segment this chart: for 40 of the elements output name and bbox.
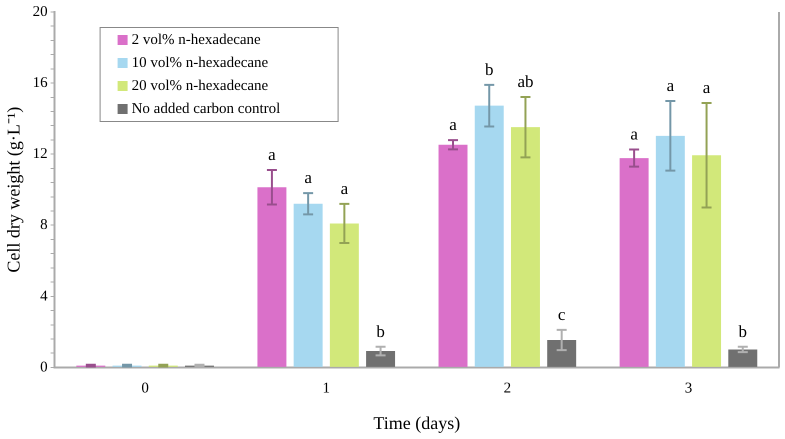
bar	[656, 136, 685, 367]
annotation: a	[449, 115, 458, 134]
annotation: a	[340, 178, 349, 198]
bar	[366, 351, 396, 367]
legend-label: 2 vol% n-hexadecane	[132, 32, 262, 48]
bar	[438, 144, 468, 367]
bar	[510, 127, 540, 367]
annotation: b	[738, 322, 748, 341]
annotation: a	[630, 124, 638, 144]
bar	[620, 158, 649, 367]
annotation: c	[558, 304, 566, 324]
x-tick-label: 3	[684, 380, 692, 396]
legend-label: No added carbon control	[132, 100, 280, 117]
bar	[728, 349, 758, 367]
y-tick-label: 20	[32, 4, 48, 20]
x-tick-label: 2	[504, 380, 512, 396]
annotation: a	[702, 78, 711, 97]
annotation: a	[268, 144, 276, 164]
y-tick-label: 12	[32, 146, 48, 162]
annotation: b	[376, 322, 385, 341]
annotation: a	[304, 168, 312, 188]
x-tick-label: 0	[141, 380, 149, 396]
y-axis-title: Cell dry weight (g·L⁻¹)	[4, 106, 24, 273]
y-tick-label: 4	[40, 288, 48, 304]
bar	[547, 340, 576, 367]
x-tick-label: 1	[322, 380, 330, 396]
legend-label: 20 vol% n-hexadecane	[132, 78, 269, 94]
bar	[692, 155, 722, 367]
legend-label: 10 vol% n-hexadecane	[132, 54, 269, 71]
y-tick-label: 0	[40, 359, 48, 376]
annotation: a	[666, 76, 675, 95]
bar	[330, 223, 359, 367]
bar	[294, 204, 323, 367]
bar	[257, 187, 286, 367]
x-axis-title: Time (days)	[373, 412, 460, 433]
y-tick-label: 8	[40, 217, 48, 234]
y-tick-label: 16	[32, 75, 48, 92]
annotation: ab	[517, 72, 534, 91]
annotation: b	[484, 60, 494, 79]
bar	[474, 106, 504, 367]
